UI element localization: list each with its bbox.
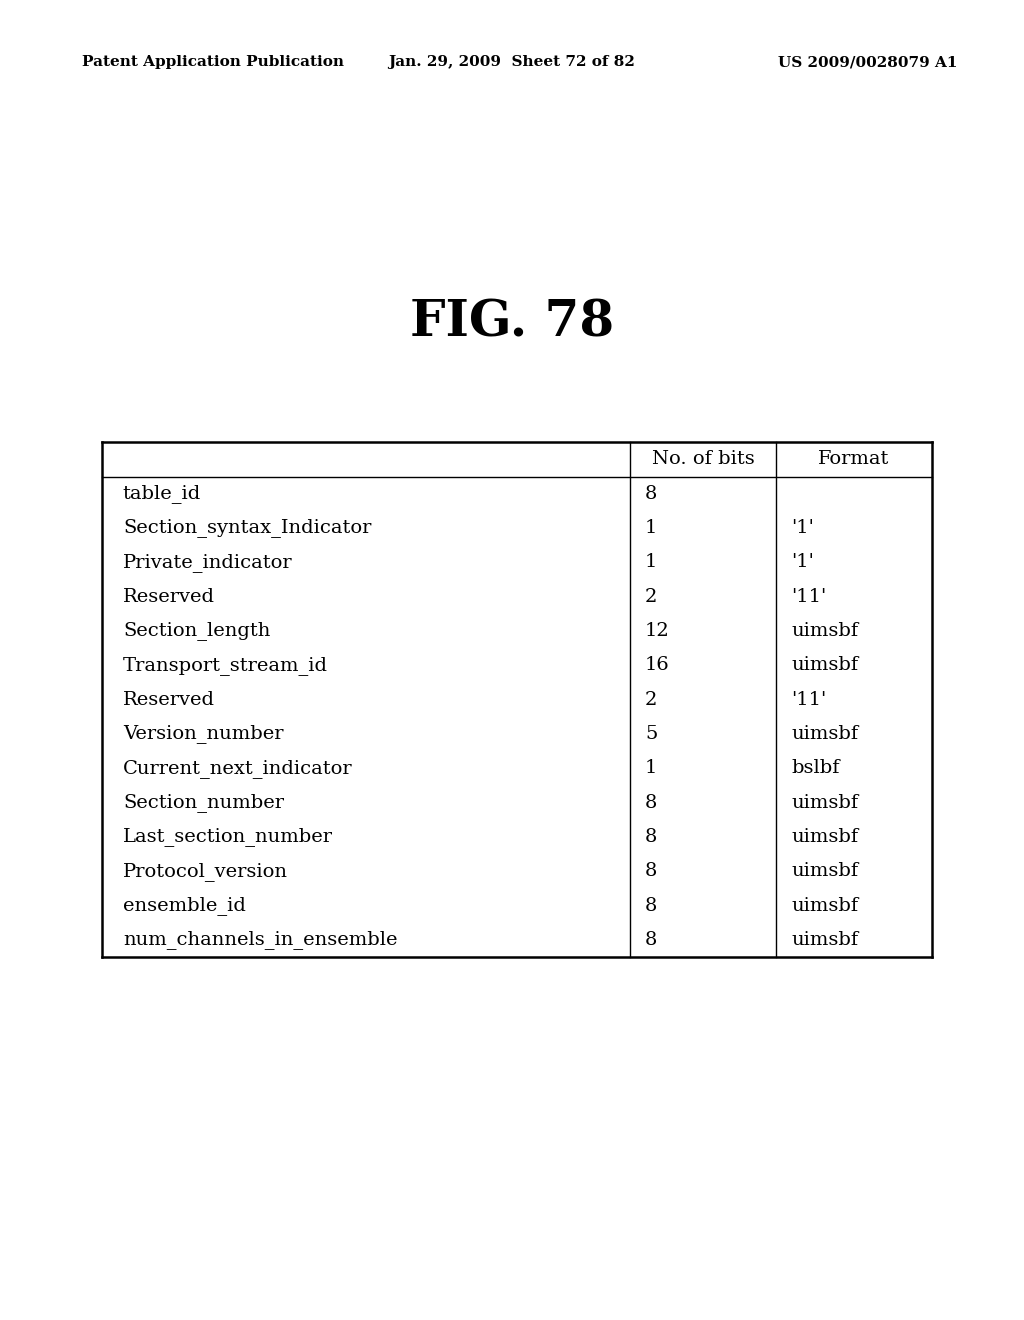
Text: ensemble_id: ensemble_id <box>123 896 246 915</box>
Text: '11': '11' <box>792 587 826 606</box>
Text: '1': '1' <box>792 553 814 572</box>
Text: Patent Application Publication: Patent Application Publication <box>82 55 344 70</box>
Text: uimsbf: uimsbf <box>792 793 859 812</box>
Text: 1: 1 <box>645 553 657 572</box>
Text: US 2009/0028079 A1: US 2009/0028079 A1 <box>778 55 957 70</box>
Text: '11': '11' <box>792 690 826 709</box>
Text: Section_length: Section_length <box>123 622 270 640</box>
Text: 8: 8 <box>645 484 657 503</box>
Text: Reserved: Reserved <box>123 690 215 709</box>
Text: uimsbf: uimsbf <box>792 622 859 640</box>
Text: Protocol_version: Protocol_version <box>123 862 288 880</box>
Text: 12: 12 <box>645 622 670 640</box>
Text: 5: 5 <box>645 725 657 743</box>
Text: uimsbf: uimsbf <box>792 862 859 880</box>
Text: Section_number: Section_number <box>123 793 284 812</box>
Text: Format: Format <box>818 450 890 469</box>
Text: '1': '1' <box>792 519 814 537</box>
Text: No. of bits: No. of bits <box>651 450 755 469</box>
Text: Section_syntax_Indicator: Section_syntax_Indicator <box>123 519 372 537</box>
Text: uimsbf: uimsbf <box>792 828 859 846</box>
Text: 8: 8 <box>645 793 657 812</box>
Text: 8: 8 <box>645 828 657 846</box>
Text: 2: 2 <box>645 587 657 606</box>
Text: uimsbf: uimsbf <box>792 896 859 915</box>
Text: num_channels_in_ensemble: num_channels_in_ensemble <box>123 931 397 949</box>
Text: 2: 2 <box>645 690 657 709</box>
Text: table_id: table_id <box>123 484 201 503</box>
Text: uimsbf: uimsbf <box>792 931 859 949</box>
Text: Reserved: Reserved <box>123 587 215 606</box>
Text: 1: 1 <box>645 759 657 777</box>
Text: Version_number: Version_number <box>123 725 284 743</box>
Text: uimsbf: uimsbf <box>792 656 859 675</box>
Text: bslbf: bslbf <box>792 759 840 777</box>
Text: Current_next_indicator: Current_next_indicator <box>123 759 352 777</box>
Text: Jan. 29, 2009  Sheet 72 of 82: Jan. 29, 2009 Sheet 72 of 82 <box>388 55 636 70</box>
Text: Transport_stream_id: Transport_stream_id <box>123 656 328 675</box>
Text: Last_section_number: Last_section_number <box>123 828 333 846</box>
Text: uimsbf: uimsbf <box>792 725 859 743</box>
Text: 8: 8 <box>645 862 657 880</box>
Text: 8: 8 <box>645 896 657 915</box>
Text: 8: 8 <box>645 931 657 949</box>
Text: FIG. 78: FIG. 78 <box>410 298 614 348</box>
Text: Private_indicator: Private_indicator <box>123 553 293 572</box>
Text: 16: 16 <box>645 656 670 675</box>
Text: 1: 1 <box>645 519 657 537</box>
